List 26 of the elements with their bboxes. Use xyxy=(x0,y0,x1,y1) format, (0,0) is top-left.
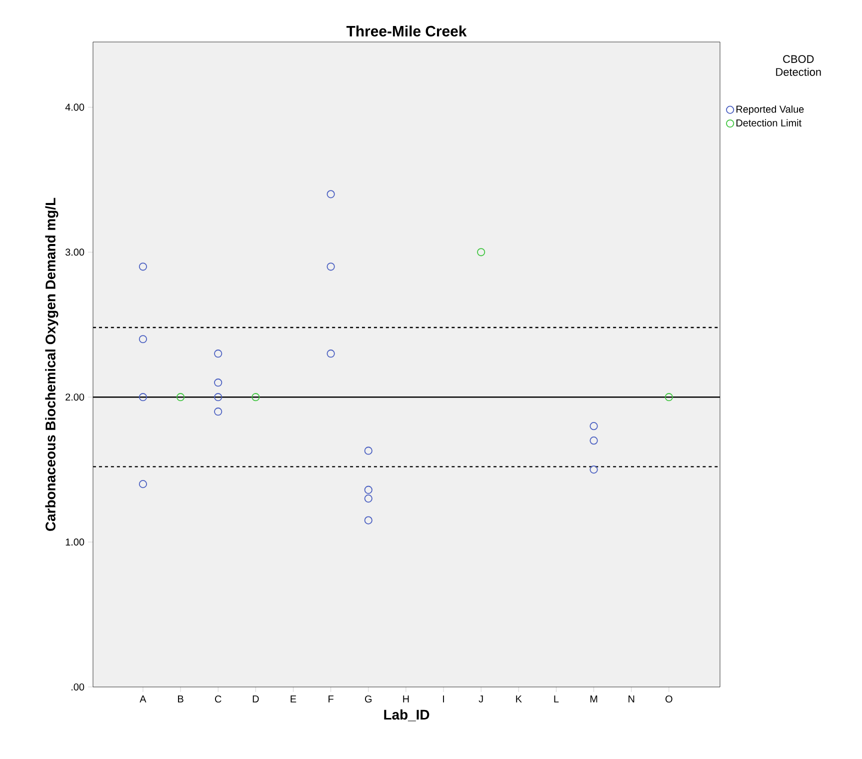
legend-label: Detection Limit xyxy=(736,119,802,126)
chart-title: Three-Mile Creek xyxy=(346,26,467,36)
x-tick-label: H xyxy=(403,696,409,702)
x-tick-label: G xyxy=(365,696,372,703)
x-tick-label: J xyxy=(478,696,483,702)
y-tick-label: 1.00 xyxy=(66,538,84,546)
x-tick-label: N xyxy=(628,696,634,702)
y-tick-label: 2.00 xyxy=(66,394,84,401)
legend-label: Reported Value xyxy=(736,105,804,115)
x-tick-label: I xyxy=(443,696,444,702)
x-tick-label: O xyxy=(666,696,672,703)
x-tick-label: M xyxy=(590,696,598,702)
x-tick-label: E xyxy=(290,696,296,702)
x-tick-label: K xyxy=(516,696,522,702)
x-tick-label: L xyxy=(554,696,559,702)
x-axis-title: Lab_ID xyxy=(384,709,430,722)
y-axis-title: Carbonaceous Biochemical Oxygen Demand mg/L xyxy=(45,198,58,531)
y-tick-label: 3.00 xyxy=(65,248,84,256)
x-tick-label: B xyxy=(178,696,184,702)
legend-title: CBOD Detection xyxy=(776,55,821,76)
x-tick-label: A xyxy=(140,696,146,702)
x-tick-label: F xyxy=(328,696,334,702)
y-tick-label: 4.00 xyxy=(65,104,84,111)
x-tick-label: D xyxy=(252,696,259,702)
x-tick-label: C xyxy=(215,696,222,703)
y-tick-label: .00 xyxy=(72,683,84,691)
